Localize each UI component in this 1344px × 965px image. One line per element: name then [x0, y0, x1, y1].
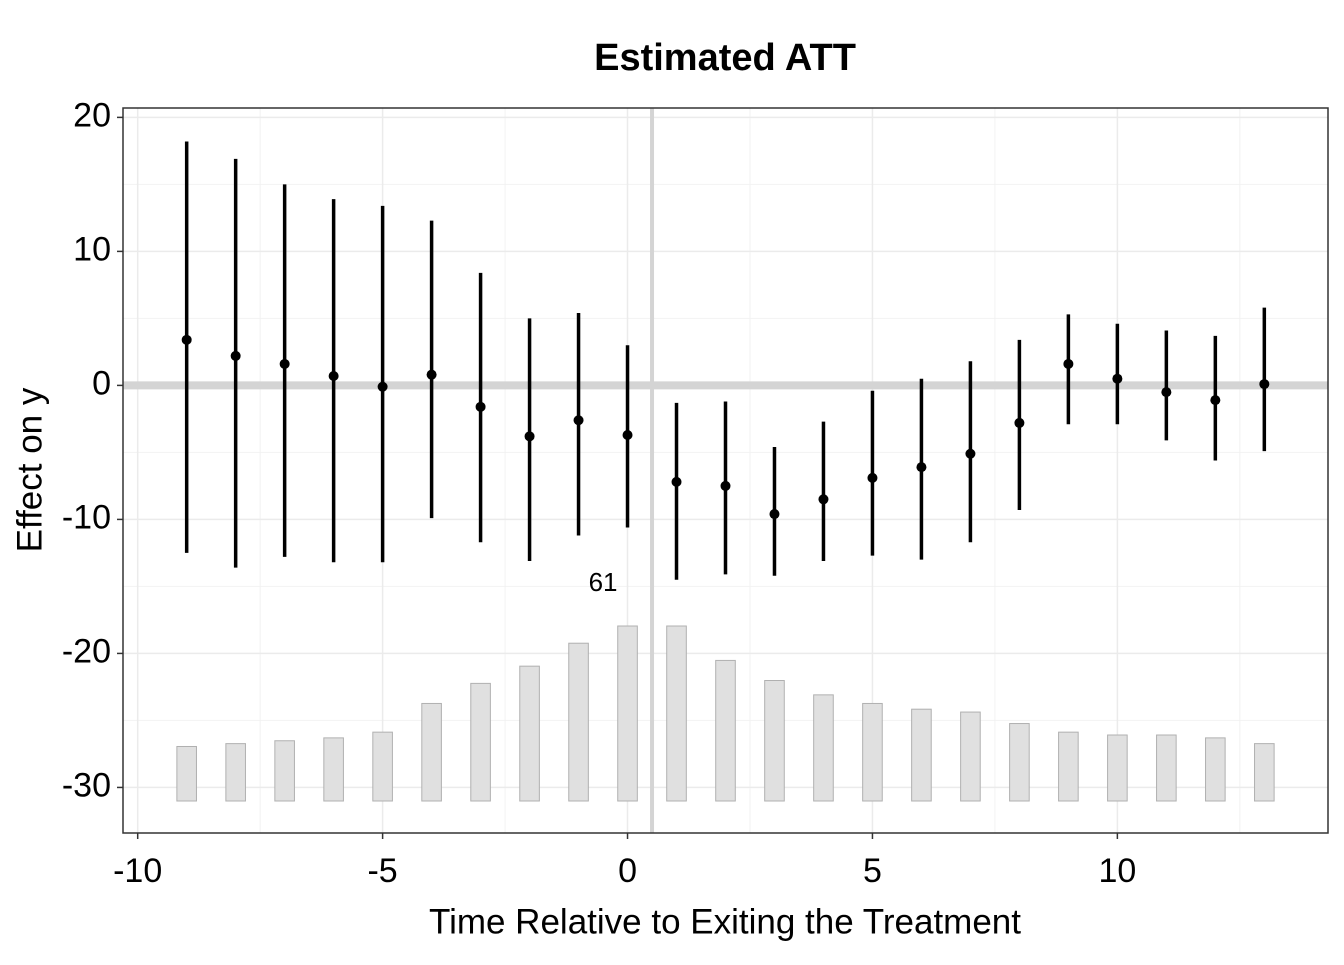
point — [622, 429, 633, 440]
point — [671, 476, 682, 487]
point — [916, 462, 927, 473]
panel-border — [122, 107, 1329, 834]
count-bar — [617, 625, 638, 802]
point — [1161, 387, 1172, 398]
y-tick-label: 20 — [73, 96, 111, 134]
y-tick-label: -30 — [62, 766, 111, 804]
count-bar — [813, 694, 834, 802]
point — [1014, 417, 1025, 428]
point — [818, 494, 829, 505]
point — [720, 480, 731, 491]
count-bar — [1107, 734, 1128, 802]
y-tick-label: -10 — [62, 498, 111, 536]
x-axis-label: Time Relative to Exiting the Treatment — [429, 902, 1021, 941]
count-label: 61 — [589, 567, 618, 597]
x-tick-label: -10 — [113, 852, 162, 890]
point — [475, 401, 486, 412]
count-bar — [421, 702, 442, 802]
count-bar — [911, 708, 932, 802]
point — [1112, 373, 1123, 384]
point — [230, 350, 241, 361]
chart-title: Estimated ATT — [594, 37, 856, 79]
point — [573, 415, 584, 426]
x-tick-label: -5 — [367, 852, 397, 890]
count-bar — [323, 737, 344, 802]
x-tick-label: 5 — [863, 852, 882, 890]
count-bar — [960, 711, 981, 802]
count-bar — [1254, 743, 1275, 802]
y-tick-label: -20 — [62, 632, 111, 670]
count-bar — [225, 743, 246, 802]
count-bar — [519, 665, 540, 802]
count-bar — [666, 625, 687, 802]
count-bar — [1205, 737, 1226, 802]
count-bar — [372, 731, 393, 802]
x-tick-label: 10 — [1098, 852, 1136, 890]
y-tick-label: 10 — [73, 230, 111, 268]
count-bar — [568, 642, 589, 802]
point — [279, 358, 290, 369]
count-bar — [1058, 731, 1079, 802]
count-bar — [862, 702, 883, 802]
point — [328, 371, 339, 382]
point — [867, 472, 878, 483]
point — [524, 431, 535, 442]
count-bar — [764, 680, 785, 802]
count-bar — [274, 740, 295, 802]
y-axis-label: Effect on y — [10, 387, 49, 552]
point — [965, 448, 976, 459]
point — [181, 334, 192, 345]
point — [426, 369, 437, 380]
count-bar — [1156, 734, 1177, 802]
count-bar — [176, 745, 197, 802]
count-bar — [715, 659, 736, 802]
point — [1063, 358, 1074, 369]
point — [769, 509, 780, 520]
count-bar — [1009, 723, 1030, 802]
point — [1259, 379, 1270, 390]
y-tick-label: 0 — [92, 364, 111, 402]
count-bar — [470, 682, 491, 802]
x-tick-label: 0 — [618, 852, 637, 890]
point — [377, 381, 388, 392]
point — [1210, 395, 1221, 406]
